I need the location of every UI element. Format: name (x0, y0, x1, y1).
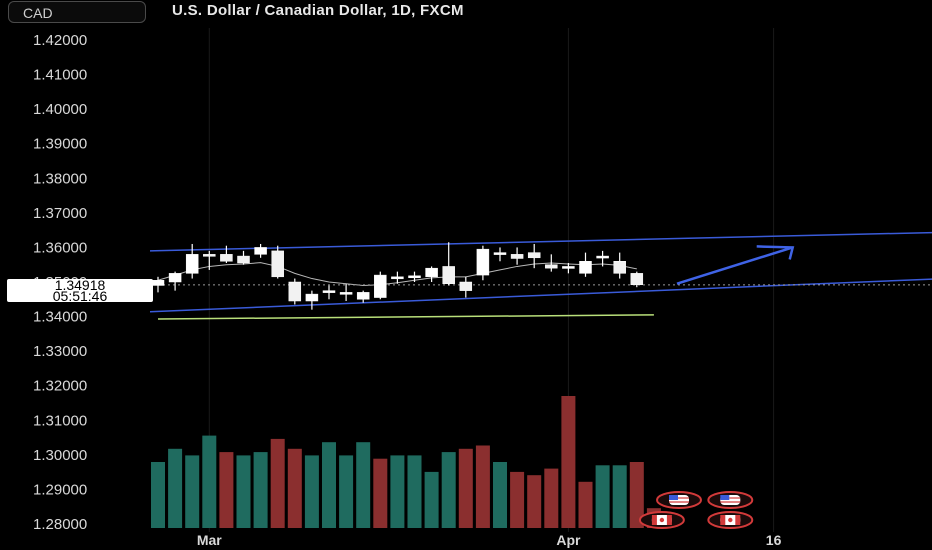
y-tick-label: 1.40000 (33, 101, 87, 118)
y-tick-label: 1.29000 (33, 481, 87, 498)
volume-bar (151, 462, 165, 528)
y-tick-label: 1.39000 (33, 136, 87, 153)
last-price: 1.34918 (54, 277, 106, 293)
ca-flag-band (666, 515, 672, 525)
ca-flag-leaf (728, 517, 733, 523)
candle-up (168, 273, 182, 283)
y-tick-label: 1.34000 (33, 309, 87, 326)
volume-bar (475, 445, 490, 528)
volume-bar (407, 455, 422, 528)
volume-bar (510, 471, 525, 528)
candle-up (408, 275, 421, 279)
volume-bar (578, 481, 593, 528)
candle-up (356, 292, 370, 300)
candle-down (220, 254, 233, 262)
projection-arrow-head (756, 245, 795, 260)
candle-down (527, 252, 541, 259)
y-tick-label: 1.38000 (33, 170, 87, 187)
y-tick-label: 1.31000 (33, 412, 87, 429)
volume-bar (236, 455, 251, 528)
volume-bar (287, 448, 302, 528)
volume-bar (595, 465, 610, 528)
ca-flag-band (651, 515, 657, 525)
volume-bar (339, 455, 354, 528)
volume-bar (185, 455, 200, 528)
channel-upper-line (149, 231, 932, 252)
volume-bar (270, 438, 285, 528)
y-tick-label: 1.32000 (33, 378, 87, 395)
candle-down (442, 266, 455, 284)
candle-down (613, 261, 626, 274)
volume-bar (493, 462, 507, 528)
volume-bar (441, 452, 456, 528)
volume-bar (458, 448, 473, 528)
candle-up (254, 247, 267, 255)
us-flag-canton (669, 495, 678, 500)
y-tick-label: 1.33000 (33, 343, 87, 360)
y-tick-label: 1.30000 (33, 447, 87, 464)
candle-down (459, 281, 473, 291)
candle-up (322, 290, 336, 293)
candle-down (237, 255, 250, 264)
candle-up (493, 252, 507, 255)
volume-bar (612, 465, 627, 528)
ca-flag-leaf (659, 517, 665, 523)
candle-up (151, 280, 165, 286)
candle-up (596, 255, 609, 259)
symbol-label: CAD (23, 5, 53, 21)
candle-up (425, 267, 438, 278)
chart-title: U.S. Dollar / Canadian Dollar, 1D, FXCM (172, 2, 464, 19)
x-tick-label: 16 (766, 532, 782, 548)
candle-up (374, 274, 387, 298)
channel-lower-line (149, 278, 932, 313)
volume-bar (219, 452, 234, 528)
candle-up (562, 266, 575, 269)
volume-bar (253, 452, 268, 528)
volume-bar (168, 448, 183, 528)
volume-bar (304, 455, 319, 528)
y-tick-label: 1.42000 (33, 32, 87, 49)
volume-bar (424, 471, 439, 528)
volume-bar (373, 458, 388, 528)
candle-down (203, 254, 216, 257)
candle-down (271, 250, 284, 278)
volume-bar (322, 442, 336, 528)
ca-flag-band (735, 515, 741, 525)
volume-bar (390, 455, 405, 528)
candle-up (305, 293, 319, 302)
candle-down (630, 273, 644, 286)
volume-bar (629, 462, 644, 528)
volume-bar (356, 442, 371, 528)
last-price-badge: 1.34918 05:51:46 (7, 277, 153, 304)
candle-up (339, 292, 353, 295)
x-tick-label: Apr (556, 532, 581, 548)
candle-up (391, 276, 404, 280)
candle-up (185, 254, 199, 274)
volume-bar (527, 475, 542, 528)
x-tick-label: Mar (197, 532, 222, 548)
projection-arrow-line (676, 246, 794, 285)
y-tick-label: 1.28000 (33, 516, 87, 533)
bar-countdown: 05:51:46 (52, 288, 108, 304)
volume-bar (561, 396, 576, 528)
candle-down (545, 264, 558, 269)
symbol-selector[interactable]: CAD (8, 1, 146, 23)
y-tick-label: 1.37000 (33, 205, 87, 222)
volume-bar (202, 435, 217, 528)
ca-flag-band (720, 515, 726, 525)
candle-up (476, 248, 490, 276)
y-tick-label: 1.36000 (33, 239, 87, 256)
us-flag-canton (720, 495, 730, 500)
candle-down (288, 281, 302, 302)
support-line (157, 314, 654, 320)
candle-up (579, 261, 592, 274)
y-tick-label: 1.41000 (33, 67, 87, 84)
candle-down (510, 254, 524, 259)
volume-bar (544, 468, 559, 528)
